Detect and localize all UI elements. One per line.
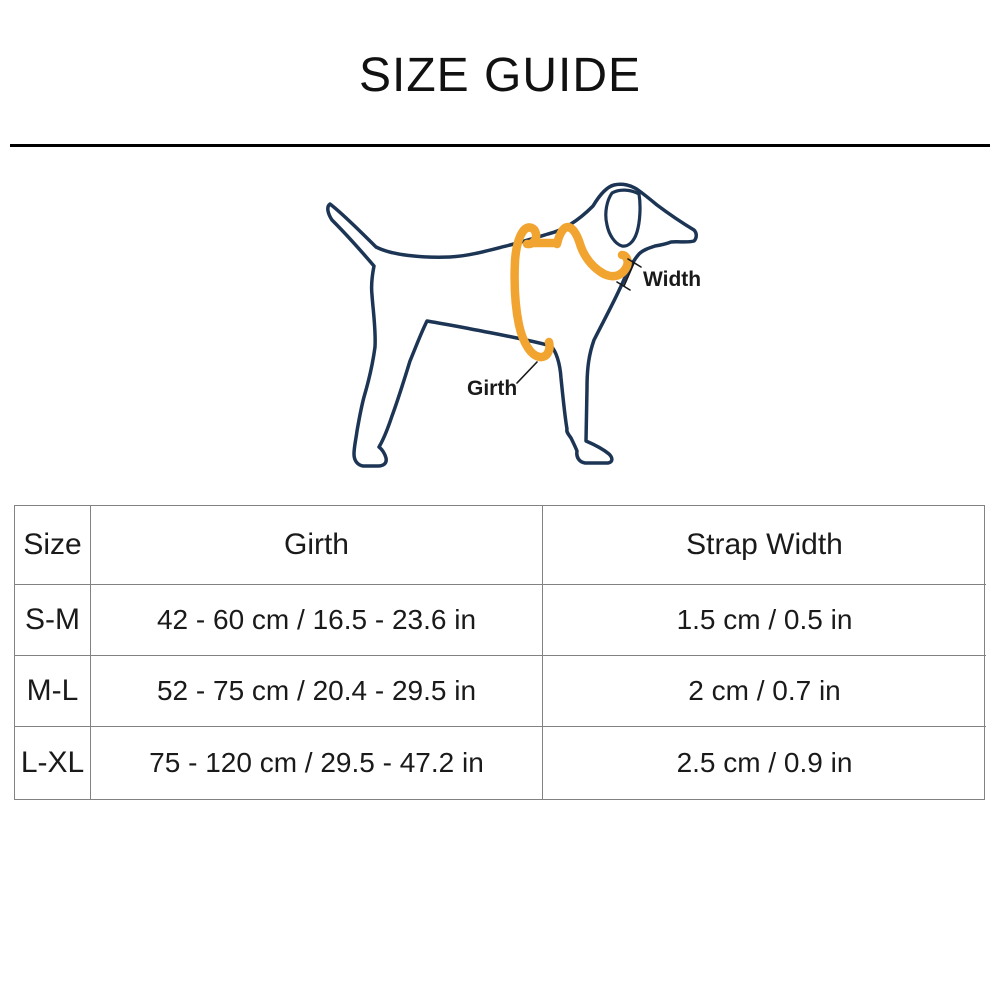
dog-body-outline [326, 182, 698, 468]
size-cell: S-M [15, 585, 91, 656]
width-label: Width [643, 268, 702, 291]
title-divider [10, 144, 990, 147]
girth-label: Girth [467, 377, 518, 400]
neck-strap [552, 222, 632, 281]
size-table: Size Girth Strap Width S-M 42 - 60 cm / … [14, 505, 986, 800]
girth-strap [510, 223, 554, 362]
size-cell: L-XL [15, 727, 91, 799]
page-title: SIZE GUIDE [358, 49, 642, 102]
girth-cell: 52 - 75 cm / 20.4 - 29.5 in [91, 656, 543, 727]
dog-ear [604, 188, 642, 248]
strap-width-cell: 2.5 cm / 0.9 in [676, 747, 853, 778]
girth-leader-line [516, 361, 538, 384]
girth-cell: 42 - 60 cm / 16.5 - 23.6 in [91, 585, 543, 656]
column-header-size: Size [15, 506, 91, 585]
strap-width-cell: 2 cm / 0.7 in [543, 656, 986, 727]
column-header-strap-width: Strap Width [543, 506, 986, 585]
column-header-girth: Girth [91, 506, 543, 585]
width-measure-line [616, 258, 642, 291]
dog-illustration [326, 182, 698, 468]
size-cell: M-L [15, 656, 91, 727]
dog-harness-diagram: Width Girth [0, 150, 1000, 500]
girth-cell: 75 - 120 cm / 29.5 - 47.2 in [91, 727, 543, 799]
strap-width-cell: 1.5 cm / 0.5 in [543, 585, 986, 656]
